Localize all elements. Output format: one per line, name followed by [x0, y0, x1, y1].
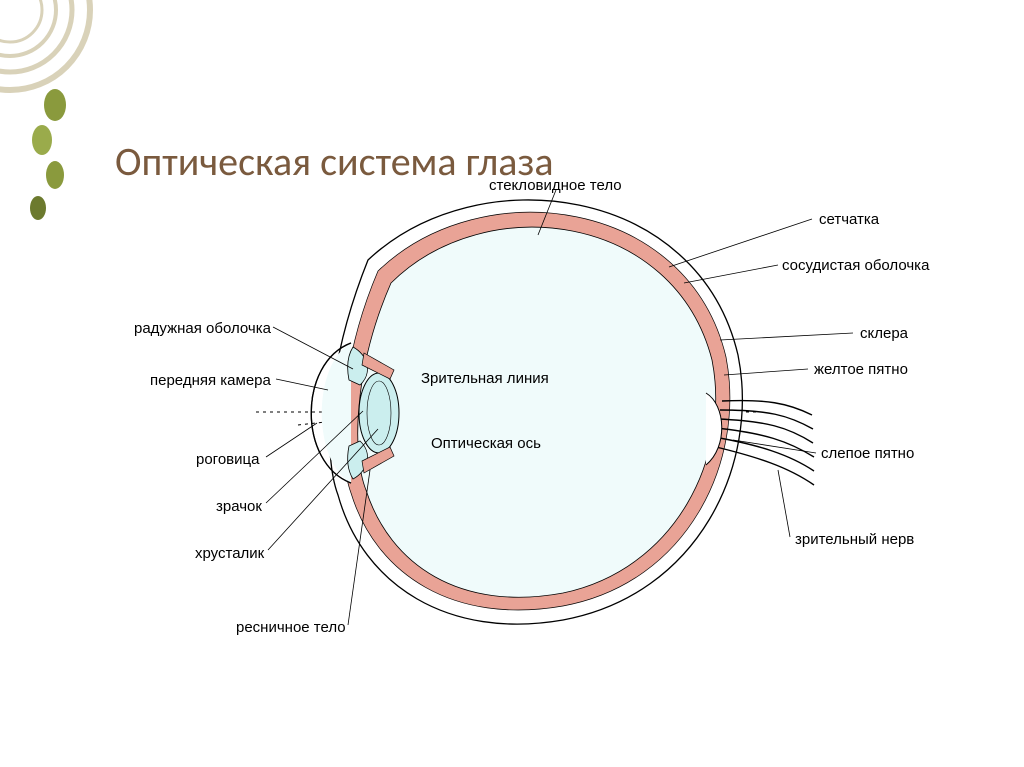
- eye-diagram: радужная оболочка передняя камера рогови…: [98, 165, 922, 655]
- label-retina: сетчатка: [819, 211, 879, 228]
- label-vitreous: стекловидное тело: [489, 177, 622, 194]
- label-lens: хрусталик: [195, 545, 264, 562]
- label-ciliary: ресничное тело: [236, 619, 346, 636]
- label-iris: радужная оболочка: [134, 320, 271, 337]
- label-macula: желтое пятно: [814, 361, 908, 378]
- label-blind-spot: слепое пятно: [821, 445, 914, 462]
- label-optic-nerve: зрительный нерв: [795, 531, 914, 548]
- label-anterior-chamber: передняя камера: [150, 372, 271, 389]
- label-choroid: сосудистая оболочка: [782, 257, 929, 274]
- label-optical-axis: Оптическая ось: [431, 435, 541, 452]
- label-visual-line: Зрительная линия: [421, 370, 549, 387]
- label-cornea: роговица: [196, 451, 259, 468]
- label-pupil: зрачок: [216, 498, 262, 515]
- label-sclera: склера: [860, 325, 908, 342]
